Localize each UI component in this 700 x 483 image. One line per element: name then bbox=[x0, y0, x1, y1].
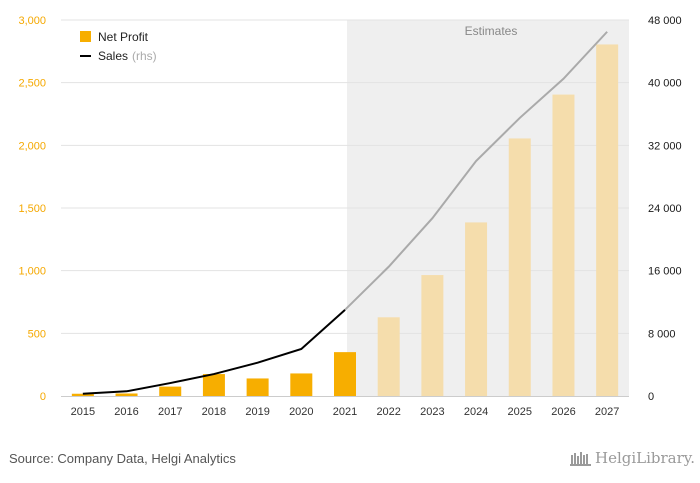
y-right-tick-label: 32 000 bbox=[648, 140, 682, 152]
bar-net-profit bbox=[159, 386, 182, 396]
brand-name: HelgiLibrary. bbox=[595, 449, 696, 467]
bar-net-profit bbox=[290, 373, 313, 396]
bar-net-profit-estimate bbox=[465, 222, 488, 396]
y-right-tick-label: 24 000 bbox=[648, 203, 682, 215]
x-tick-label: 2016 bbox=[114, 406, 138, 418]
x-tick-label: 2024 bbox=[464, 406, 488, 418]
bar-net-profit bbox=[334, 352, 356, 396]
bar-net-profit-estimate bbox=[552, 94, 575, 396]
y-right-tick-label: 0 bbox=[648, 391, 654, 403]
bar-net-profit-estimate bbox=[421, 275, 444, 396]
x-tick-label: 2022 bbox=[376, 406, 400, 418]
y-right-tick-label: 48 000 bbox=[648, 15, 682, 27]
library-icon bbox=[570, 452, 591, 466]
y-left-tick-label: 2,500 bbox=[18, 78, 46, 90]
x-tick-label: 2025 bbox=[508, 406, 532, 418]
bar-net-profit bbox=[115, 393, 138, 396]
y-left-tick-label: 1,000 bbox=[18, 266, 46, 278]
legend-net-profit-swatch bbox=[80, 31, 91, 42]
x-tick-label: 2027 bbox=[595, 406, 619, 418]
source-note: Source: Company Data, Helgi Analytics bbox=[9, 451, 236, 466]
x-tick-label: 2021 bbox=[333, 406, 357, 418]
sales-line-actual bbox=[82, 309, 346, 395]
y-left-tick-label: 3,000 bbox=[18, 15, 46, 27]
brand-logo: HelgiLibrary. bbox=[570, 449, 695, 467]
sales-line-estimate bbox=[344, 31, 608, 311]
bar-net-profit-estimate bbox=[596, 44, 619, 396]
x-tick-label: 2026 bbox=[551, 406, 575, 418]
x-tick-label: 2017 bbox=[158, 406, 182, 418]
estimates-label: Estimates bbox=[465, 24, 518, 38]
bar-net-profit-estimate bbox=[377, 317, 400, 396]
x-tick-label: 2019 bbox=[245, 406, 269, 418]
x-tick-label: 2020 bbox=[289, 406, 313, 418]
y-left-tick-label: 1,500 bbox=[18, 203, 46, 215]
bar-net-profit bbox=[202, 374, 225, 396]
x-tick-label: 2023 bbox=[420, 406, 444, 418]
y-right-tick-label: 8 000 bbox=[648, 328, 676, 340]
legend-sales-note: (rhs) bbox=[132, 49, 157, 63]
bar-net-profit bbox=[246, 378, 269, 396]
legend-sales-label: Sales bbox=[98, 49, 128, 63]
y-left-tick-label: 0 bbox=[40, 391, 46, 403]
bar-net-profit-estimate bbox=[508, 138, 531, 396]
y-right-tick-label: 16 000 bbox=[648, 266, 682, 278]
y-left-tick-label: 2,000 bbox=[18, 140, 46, 152]
x-tick-label: 2018 bbox=[202, 406, 226, 418]
y-right-tick-label: 40 000 bbox=[648, 78, 682, 90]
x-tick-label: 2015 bbox=[71, 406, 95, 418]
y-left-tick-label: 500 bbox=[28, 328, 46, 340]
chart-svg: Estimates 0 500 1,000 1,500 2,000 2,500 3,000 0… bbox=[18, 15, 682, 418]
bar-net-profit bbox=[71, 393, 94, 396]
legend-net-profit-label: Net Profit bbox=[98, 30, 149, 44]
